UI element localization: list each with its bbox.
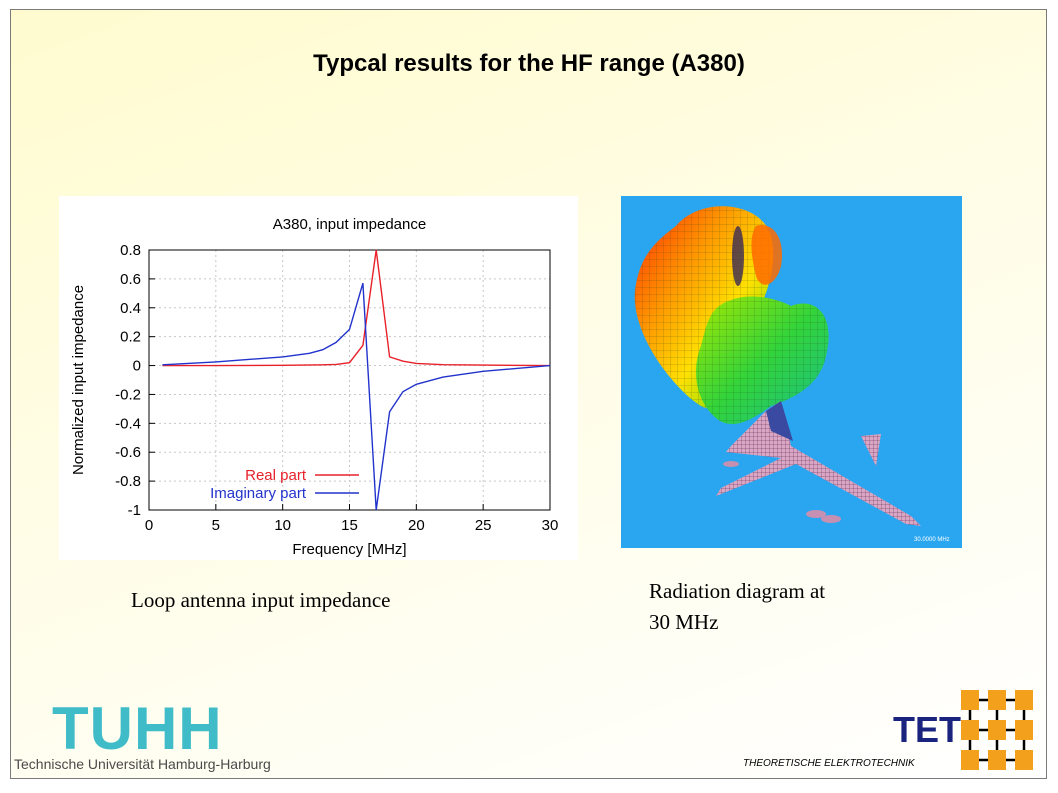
series-line-imaginary <box>162 283 551 511</box>
x-tick-label: 20 <box>408 517 425 534</box>
y-tick-label: 0.6 <box>120 271 141 288</box>
y-tick-label: -0.4 <box>115 415 141 432</box>
legend-label: Imaginary part <box>210 485 307 502</box>
chart-title: A380, input impedance <box>273 216 426 233</box>
page-title: Typcal results for the HF range (A380) <box>313 50 745 77</box>
series-line-real <box>162 249 551 367</box>
tuhh-logo-word: TUHH <box>52 695 223 762</box>
caption-radiation: Radiation diagram at 30 MHz <box>649 576 889 638</box>
tet-logo: TET <box>893 690 1043 780</box>
y-tick-label: -1 <box>128 502 141 519</box>
y-tick-label: 0.8 <box>120 242 141 259</box>
tet-logo-word: TET <box>893 709 961 750</box>
legend-label: Real part <box>245 467 307 484</box>
radiation-lobes <box>634 206 829 425</box>
x-axis-label: Frequency [MHz] <box>292 541 406 558</box>
radiation-frequency-stamp: 30.0000 MHz <box>914 537 950 543</box>
y-tick-label: 0 <box>133 358 141 375</box>
y-tick-label: -0.8 <box>115 473 141 490</box>
x-tick-label: 0 <box>145 517 153 534</box>
tet-logo-svg: TET <box>893 690 1033 770</box>
x-tick-label: 30 <box>542 517 559 534</box>
x-tick-label: 10 <box>274 517 291 534</box>
radiation-diagram-svg: 30.0000 MHz <box>621 196 962 548</box>
impedance-chart-svg: 0 5 10 15 20 25 30 0.8 0.6 0.4 0.2 0 -0.2 -0.4 -0.6 -0.… <box>70 216 559 558</box>
y-tick-label: -0.6 <box>115 444 141 461</box>
caption-radiation-line2: 30 MHz <box>649 610 719 634</box>
x-tick-label: 25 <box>475 517 492 534</box>
aircraft-model <box>716 401 921 526</box>
y-axis-label: Normalized input impedance <box>70 285 87 475</box>
tet-department-label: THEORETISCHE ELEKTROTECHNIK <box>743 758 915 769</box>
impedance-chart: 0 5 10 15 20 25 30 0.8 0.6 0.4 0.2 0 -0.2 -0.4 -0.6 -0.… <box>59 196 578 560</box>
x-tick-label: 15 <box>341 517 358 534</box>
radiation-diagram-image: 30.0000 MHz <box>621 196 962 548</box>
y-tick-label: -0.2 <box>115 386 141 403</box>
x-tick-label: 5 <box>212 517 220 534</box>
tuhh-logo-subtitle: Technische Universität Hamburg-Harburg <box>14 756 271 772</box>
y-tick-label: 0.4 <box>120 300 141 317</box>
caption-radiation-line1: Radiation diagram at <box>649 579 826 603</box>
y-tick-label: 0.2 <box>120 329 141 346</box>
tet-logo-grid <box>961 690 1033 770</box>
caption-impedance: Loop antenna input impedance <box>131 588 391 612</box>
